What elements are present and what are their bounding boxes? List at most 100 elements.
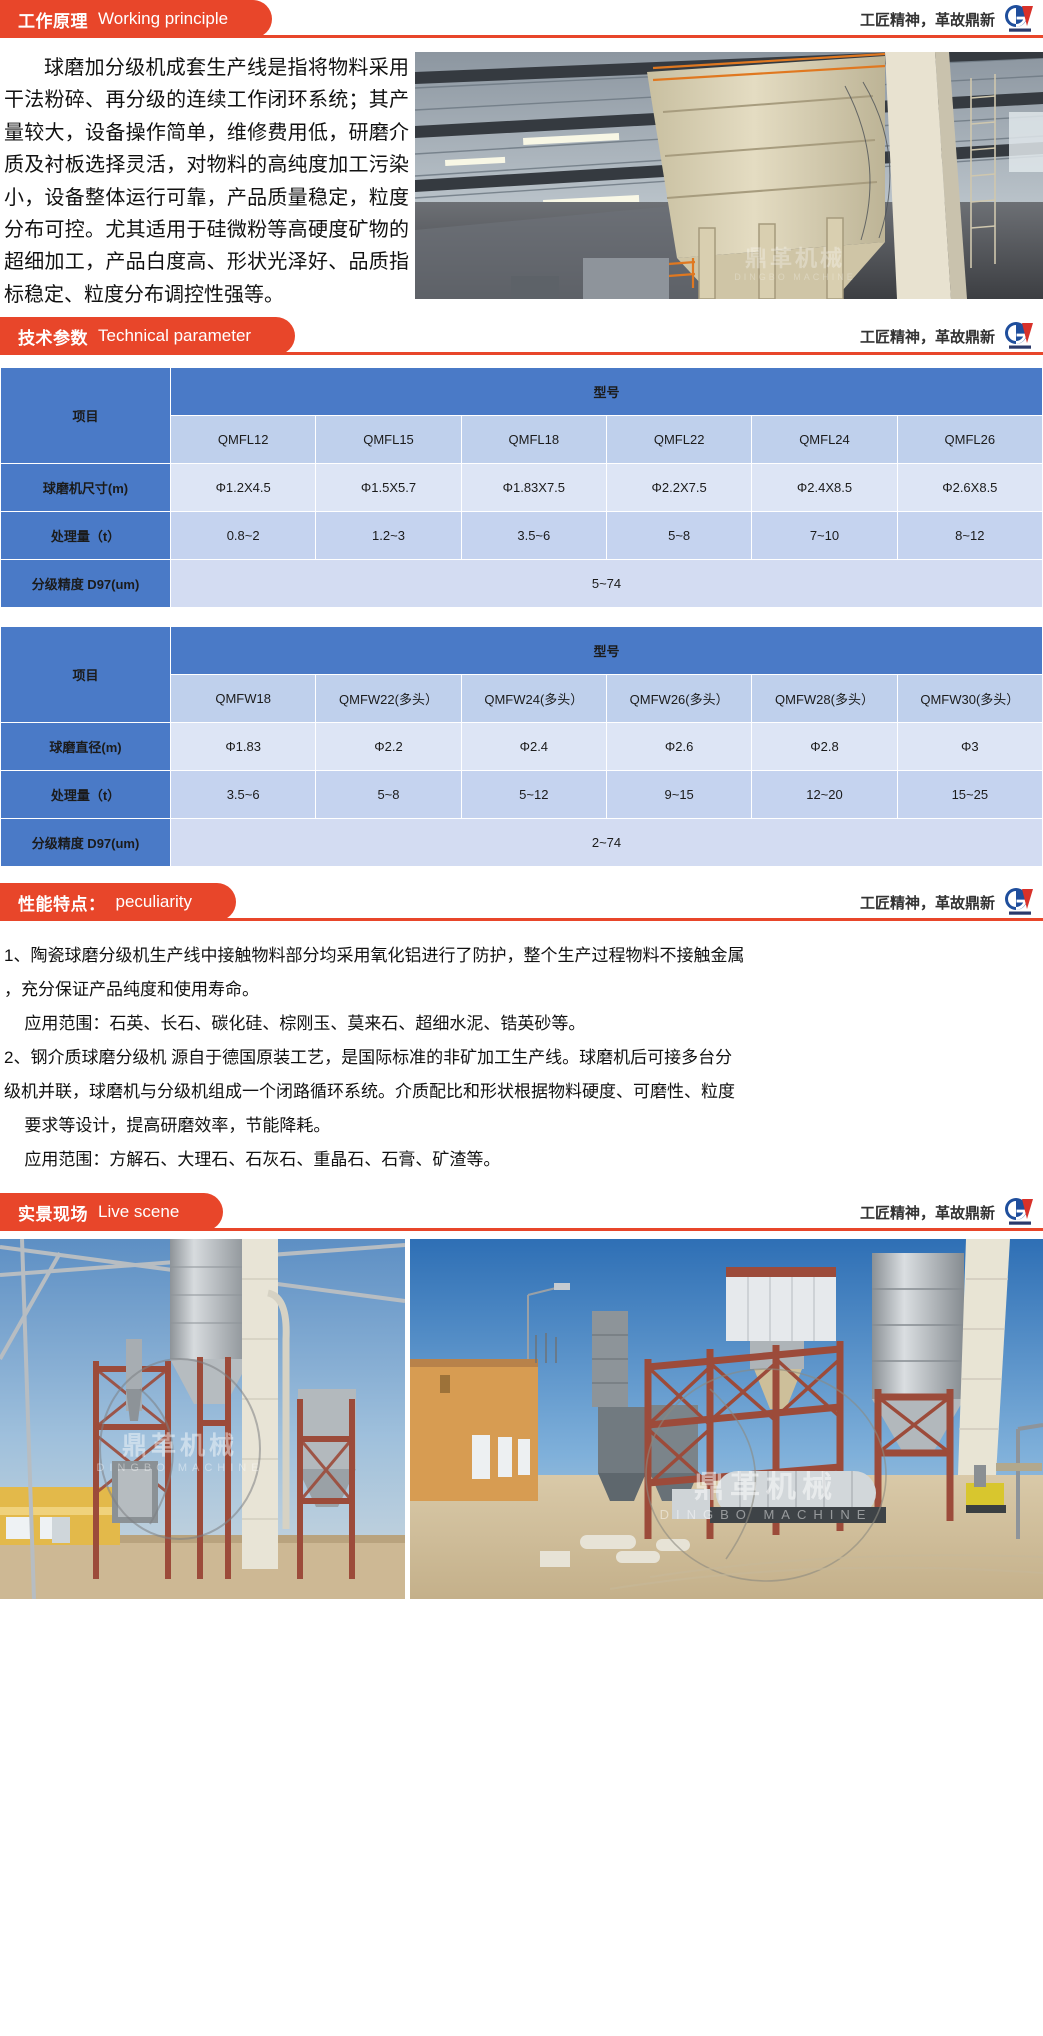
table1-model-cell: QMFL24 [751, 415, 898, 465]
spec-table-2-wrap: 项目 型号 QMFW18 QMFW22(多头） QMFW24(多头） QMFW2… [0, 608, 1043, 868]
brand-slogan: 工匠精神，革故鼎新 [859, 894, 995, 912]
intro-section: 鼎革机械 DINGBO MACHINE 球磨加分级机成套生产线是指将物料采用干法… [0, 38, 1043, 317]
table1-model-cell: QMFL18 [460, 415, 607, 465]
feature-line: 2、钢介质球磨分级机 源自于德国原装工艺，是国际标准的非矿加工生产线。球磨机后可… [4, 1048, 733, 1068]
gv-dingbo-logo-icon [1003, 321, 1037, 351]
table1-row-label: 处理量（t） [0, 511, 171, 561]
table2-cell: 5~8 [315, 770, 462, 820]
banner-title-zh: 实景现场 [18, 1204, 88, 1224]
table1-model-cell: QMFL26 [896, 415, 1043, 465]
table2-model-cell: QMFW28(多头） [751, 674, 898, 724]
feature-line: 级机并联，球磨机与分级机组成一个闭路循环系统。介质配比和形状根据物料硬度、可磨性… [4, 1082, 735, 1102]
svg-text:DINGBO MACHINE: DINGBO MACHINE [96, 1462, 263, 1474]
feature-line: 要求等设计，提高研磨效率，节能降耗。 [24, 1116, 331, 1136]
table2-full-row-value: 2~74 [170, 818, 1043, 868]
table-row: 球磨直径(m) Φ1.83 Φ2.2 Φ2.4 Φ2.6 Φ2.8 Φ3 [0, 722, 1043, 772]
live-scene-photo-left: 鼎革机械 DINGBO MACHINE [0, 1239, 405, 1600]
banner-title-en: Working principle [98, 9, 229, 28]
table2-model-cell: QMFW30(多头） [896, 674, 1043, 724]
table2-full-row-label: 分级精度 D97(um) [0, 818, 171, 868]
table1-model-cell: QMFL12 [169, 415, 317, 465]
feature-line: ，充分保证产品纯度和使用寿命。 [4, 980, 259, 1000]
table2-model-cell: QMFW18 [169, 674, 317, 724]
table2-cell: Φ2.2 [315, 722, 462, 772]
table-row: QMFW18 QMFW22(多头） QMFW24(多头） QMFW26(多头） … [1, 674, 1043, 724]
banner-right-group: 工匠精神，革故鼎新 [860, 1193, 1037, 1231]
table-row: 项目 型号 [0, 626, 1043, 724]
brand-slogan: 工匠精神，革故鼎新 [859, 11, 995, 29]
table1-model-cell: QMFL15 [315, 415, 462, 465]
table-row: 分级精度 D97(um) 2~74 [0, 818, 1043, 868]
table2-item-header: 项目 [0, 626, 171, 724]
table1-cell: Φ1.83X7.5 [460, 463, 607, 513]
banner-pill-peculiarity: 性能特点： peculiarity [0, 883, 237, 922]
table2-cell: 15~25 [896, 770, 1043, 820]
svg-text:鼎革机械: 鼎革机械 [122, 1432, 238, 1460]
banner-pill-working-principle: 工作原理 Working principle [0, 0, 273, 38]
table2-cell: 3.5~6 [169, 770, 317, 820]
gv-dingbo-logo-icon [1003, 887, 1037, 917]
table2-row-label: 球磨直径(m) [0, 722, 171, 772]
banner-underline [0, 1228, 1043, 1232]
banner-right-group: 工匠精神，革故鼎新 [860, 883, 1037, 921]
table1-model-header: 型号 [170, 367, 1043, 417]
table1-cell: 0.8~2 [169, 511, 317, 561]
banner-underline [0, 352, 1043, 356]
table1-cell: Φ2.4X8.5 [751, 463, 898, 513]
table1-cell: Φ1.2X4.5 [169, 463, 317, 513]
table1-row-label: 球磨机尺寸(m) [0, 463, 171, 513]
banner-title-zh: 性能特点： [18, 894, 106, 914]
spec-table-2: 项目 型号 QMFW18 QMFW22(多头） QMFW24(多头） QMFW2… [0, 626, 1043, 868]
table1-cell: 1.2~3 [315, 511, 462, 561]
banner-underline [0, 918, 1043, 922]
banner-title-zh: 工作原理 [18, 11, 88, 31]
table1-cell: Φ2.6X8.5 [896, 463, 1043, 513]
table2-model-header: 型号 [170, 626, 1043, 676]
table-row: 球磨机尺寸(m) Φ1.2X4.5 Φ1.5X5.7 Φ1.83X7.5 Φ2.… [0, 463, 1043, 513]
table2-cell: Φ3 [896, 722, 1043, 772]
table1-model-cell: QMFL22 [605, 415, 753, 465]
table1-cell: 7~10 [751, 511, 898, 561]
section-banner-peculiarity: 性能特点： peculiarity 工匠精神，革故鼎新 [0, 883, 1043, 922]
intro-paragraph: 球磨加分级机成套生产线是指将物料采用干法粉碎、再分级的连续工作闭环系统；其产量较… [4, 57, 409, 306]
banner-bar: 实景现场 Live scene 工匠精神，革故鼎新 [0, 1193, 1043, 1232]
svg-text:鼎革机械: 鼎革机械 [694, 1471, 838, 1504]
table1-cell: Φ2.2X7.5 [605, 463, 753, 513]
table2-model-cell: QMFW24(多头） [460, 674, 607, 724]
banner-bar: 工作原理 Working principle 工匠精神，革故鼎新 [0, 0, 1043, 38]
svg-text:DINGBO MACHINE: DINGBO MACHINE [734, 272, 856, 282]
spec-table-1-wrap: 项目 型号 QMFL12 QMFL15 QMFL18 QMFL22 QMFL24… [0, 355, 1043, 609]
table-row: 处理量（t） 3.5~6 5~8 5~12 9~15 12~20 15~25 [0, 770, 1043, 820]
table2-cell: 9~15 [605, 770, 753, 820]
brand-slogan: 工匠精神，革故鼎新 [859, 1204, 995, 1222]
section-banner-technical-parameter: 技术参数 Technical parameter 工匠精神，革故鼎新 [0, 317, 1043, 356]
live-scene-gallery: 鼎革机械 DINGBO MACHINE [0, 1231, 1043, 1600]
banner-pill-live-scene: 实景现场 Live scene [0, 1193, 224, 1232]
gv-dingbo-logo-icon [1003, 4, 1037, 34]
banner-underline [0, 35, 1043, 38]
feature-line: 应用范围：方解石、大理石、石灰石、重晶石、石膏、矿渣等。 [24, 1150, 501, 1170]
table1-cell: Φ1.5X5.7 [315, 463, 462, 513]
section-banner-live-scene: 实景现场 Live scene 工匠精神，革故鼎新 [0, 1193, 1043, 1232]
table1-item-header: 项目 [0, 367, 171, 465]
spec-table-1: 项目 型号 QMFL12 QMFL15 QMFL18 QMFL22 QMFL24… [0, 367, 1043, 609]
table-row: 项目 型号 [0, 367, 1043, 465]
intro-photo: 鼎革机械 DINGBO MACHINE [415, 52, 1043, 299]
banner-title-en: Technical parameter [98, 326, 252, 346]
banner-title-zh: 技术参数 [18, 328, 88, 348]
feature-line: 应用范围：石英、长石、碳化硅、棕刚玉、莫来石、超细水泥、锆英砂等。 [24, 1014, 586, 1034]
brand-slogan: 工匠精神，革故鼎新 [859, 328, 995, 346]
banner-pill-technical-parameter: 技术参数 Technical parameter [0, 317, 296, 356]
svg-text:鼎革机械: 鼎革机械 [745, 246, 845, 271]
table2-model-cell: QMFW26(多头） [605, 674, 753, 724]
table-row: 分级精度 D97(um) 5~74 [0, 559, 1043, 609]
table1-full-row-value: 5~74 [170, 559, 1043, 609]
table1-cell: 3.5~6 [460, 511, 607, 561]
table2-row-label: 处理量（t） [0, 770, 171, 820]
table1-full-row-label: 分级精度 D97(um) [0, 559, 171, 609]
svg-text:DINGBO MACHINE: DINGBO MACHINE [660, 1507, 873, 1522]
banner-title-en: Live scene [98, 1202, 180, 1222]
table2-cell: Φ2.6 [605, 722, 753, 772]
section-banner-working-principle: 工作原理 Working principle 工匠精神，革故鼎新 [0, 0, 1043, 38]
live-scene-photo-right: 鼎革机械 DINGBO MACHINE [410, 1239, 1043, 1600]
